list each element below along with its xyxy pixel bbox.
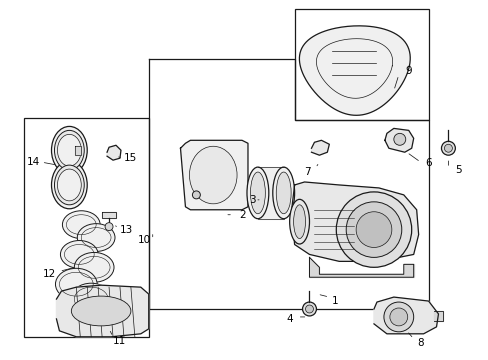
Ellipse shape bbox=[272, 167, 294, 219]
Polygon shape bbox=[433, 311, 443, 321]
Text: 2: 2 bbox=[239, 210, 246, 220]
Circle shape bbox=[441, 141, 454, 155]
Text: 10: 10 bbox=[138, 234, 151, 244]
Ellipse shape bbox=[51, 161, 87, 209]
Polygon shape bbox=[257, 167, 283, 219]
Ellipse shape bbox=[55, 268, 97, 300]
Text: 6: 6 bbox=[425, 158, 431, 168]
Polygon shape bbox=[107, 145, 121, 160]
Text: 7: 7 bbox=[304, 167, 310, 177]
Bar bbox=[294, 9, 427, 121]
Circle shape bbox=[302, 302, 316, 316]
Text: 12: 12 bbox=[43, 269, 56, 279]
Circle shape bbox=[393, 133, 405, 145]
Ellipse shape bbox=[54, 165, 84, 205]
Circle shape bbox=[105, 223, 113, 231]
Text: 15: 15 bbox=[124, 153, 137, 163]
Bar bbox=[24, 118, 148, 337]
Text: 13: 13 bbox=[120, 225, 133, 235]
Text: 9: 9 bbox=[405, 66, 411, 76]
Polygon shape bbox=[373, 297, 438, 334]
Ellipse shape bbox=[189, 146, 237, 204]
Polygon shape bbox=[299, 26, 409, 115]
Ellipse shape bbox=[51, 126, 87, 174]
Ellipse shape bbox=[289, 199, 309, 244]
Circle shape bbox=[305, 305, 313, 313]
Ellipse shape bbox=[62, 211, 100, 239]
Circle shape bbox=[192, 191, 200, 199]
Text: 4: 4 bbox=[286, 314, 292, 324]
Ellipse shape bbox=[293, 205, 305, 239]
Ellipse shape bbox=[54, 130, 84, 170]
Polygon shape bbox=[311, 140, 328, 155]
Text: 5: 5 bbox=[454, 165, 461, 175]
Polygon shape bbox=[309, 257, 413, 277]
Circle shape bbox=[355, 212, 391, 247]
Ellipse shape bbox=[250, 172, 265, 214]
Circle shape bbox=[383, 302, 413, 332]
Circle shape bbox=[444, 144, 451, 152]
Polygon shape bbox=[180, 140, 247, 210]
Ellipse shape bbox=[57, 134, 81, 166]
Text: 1: 1 bbox=[331, 296, 338, 306]
Polygon shape bbox=[384, 129, 413, 152]
Ellipse shape bbox=[246, 167, 268, 219]
Text: 14: 14 bbox=[27, 157, 40, 167]
Ellipse shape bbox=[61, 240, 98, 268]
Ellipse shape bbox=[276, 172, 290, 214]
Ellipse shape bbox=[70, 283, 112, 315]
Circle shape bbox=[346, 202, 401, 257]
Circle shape bbox=[389, 308, 407, 326]
Polygon shape bbox=[75, 146, 81, 155]
Polygon shape bbox=[102, 212, 116, 218]
Ellipse shape bbox=[77, 224, 115, 251]
Text: 3: 3 bbox=[249, 195, 256, 205]
Polygon shape bbox=[56, 285, 148, 337]
Ellipse shape bbox=[57, 169, 81, 201]
Ellipse shape bbox=[74, 252, 114, 282]
Text: 11: 11 bbox=[112, 336, 125, 346]
Circle shape bbox=[336, 192, 411, 267]
Ellipse shape bbox=[71, 296, 131, 326]
Polygon shape bbox=[291, 182, 418, 261]
Text: 8: 8 bbox=[416, 338, 423, 348]
